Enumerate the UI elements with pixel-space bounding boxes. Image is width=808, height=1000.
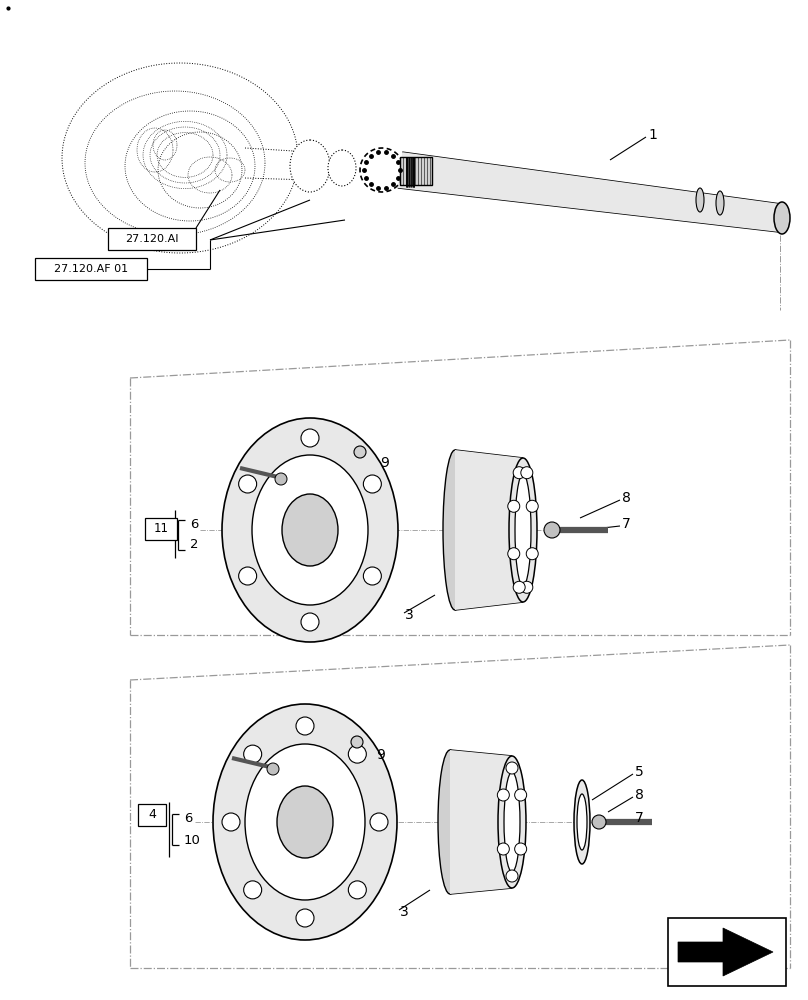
Circle shape — [544, 522, 560, 538]
Circle shape — [301, 429, 319, 447]
Ellipse shape — [509, 458, 537, 602]
Ellipse shape — [774, 202, 790, 234]
Ellipse shape — [328, 150, 356, 186]
Text: 3: 3 — [400, 905, 409, 919]
Bar — [108, 228, 196, 250]
Ellipse shape — [252, 455, 368, 605]
Ellipse shape — [290, 140, 330, 192]
Bar — [138, 804, 166, 826]
Circle shape — [498, 789, 509, 801]
Circle shape — [301, 613, 319, 631]
Circle shape — [507, 500, 520, 512]
Text: 11: 11 — [154, 522, 169, 536]
Ellipse shape — [443, 450, 467, 610]
Ellipse shape — [504, 772, 520, 872]
Text: 6: 6 — [190, 518, 199, 530]
Circle shape — [592, 815, 606, 829]
Text: 7: 7 — [622, 517, 631, 531]
Polygon shape — [398, 152, 782, 232]
Ellipse shape — [277, 786, 333, 858]
Text: 8: 8 — [635, 788, 644, 802]
Ellipse shape — [577, 794, 587, 850]
Circle shape — [515, 789, 527, 801]
Circle shape — [498, 843, 509, 855]
Circle shape — [521, 581, 532, 593]
Circle shape — [526, 500, 538, 512]
Ellipse shape — [498, 756, 526, 888]
Circle shape — [244, 881, 262, 899]
Ellipse shape — [245, 744, 365, 900]
Ellipse shape — [696, 188, 704, 212]
Text: 9: 9 — [380, 456, 389, 470]
Circle shape — [364, 567, 381, 585]
Text: 6: 6 — [184, 812, 192, 824]
Circle shape — [521, 467, 532, 479]
Circle shape — [526, 548, 538, 560]
Ellipse shape — [282, 494, 338, 566]
Circle shape — [364, 475, 381, 493]
Ellipse shape — [438, 750, 462, 894]
Bar — [668, 918, 786, 986]
Ellipse shape — [515, 474, 531, 586]
Polygon shape — [678, 928, 773, 976]
Circle shape — [513, 467, 525, 479]
Text: 8: 8 — [622, 491, 631, 505]
Bar — [400, 157, 432, 185]
Circle shape — [515, 843, 527, 855]
Bar — [35, 258, 147, 280]
Text: 9: 9 — [376, 748, 385, 762]
Circle shape — [507, 548, 520, 560]
Circle shape — [370, 813, 388, 831]
Circle shape — [275, 473, 287, 485]
Ellipse shape — [574, 780, 590, 864]
Circle shape — [296, 717, 314, 735]
Circle shape — [296, 909, 314, 927]
Text: 27.120.AI: 27.120.AI — [125, 234, 179, 244]
Bar — [145, 518, 177, 540]
Ellipse shape — [716, 191, 724, 215]
Circle shape — [506, 762, 518, 774]
Text: 7: 7 — [635, 811, 644, 825]
Circle shape — [222, 813, 240, 831]
Circle shape — [238, 475, 257, 493]
Text: 27.120.AF 01: 27.120.AF 01 — [54, 264, 128, 274]
Polygon shape — [455, 450, 523, 610]
Ellipse shape — [354, 446, 366, 458]
Text: 3: 3 — [405, 608, 414, 622]
Ellipse shape — [213, 704, 397, 940]
Circle shape — [506, 870, 518, 882]
Text: 5: 5 — [635, 765, 644, 779]
Text: 1: 1 — [648, 128, 657, 142]
Circle shape — [238, 567, 257, 585]
Polygon shape — [450, 750, 512, 894]
Circle shape — [348, 881, 366, 899]
Text: 4: 4 — [148, 808, 156, 822]
Circle shape — [267, 763, 279, 775]
Text: 2: 2 — [190, 538, 199, 552]
Circle shape — [348, 745, 366, 763]
Text: 10: 10 — [184, 834, 201, 846]
Ellipse shape — [351, 736, 363, 748]
Circle shape — [513, 581, 525, 593]
Ellipse shape — [222, 418, 398, 642]
Circle shape — [244, 745, 262, 763]
